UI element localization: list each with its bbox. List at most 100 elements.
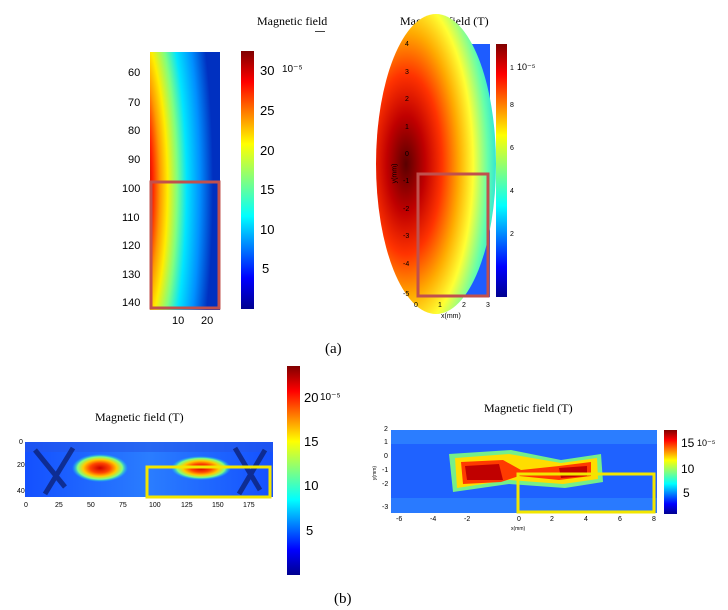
field-peak-right (559, 466, 587, 478)
colorbar-tick: 30 (260, 63, 275, 78)
colorbar-tick: 10 (260, 222, 275, 237)
colorbar-tick: 6 (510, 145, 514, 152)
colorbar-b-right-fill (664, 430, 677, 514)
y-tick: 120 (122, 240, 141, 252)
colorbar-a-left (241, 51, 254, 309)
colorbar-a-right-fill (496, 44, 507, 297)
colorbar-tick: 8 (510, 102, 514, 109)
x-tick: 25 (55, 502, 63, 509)
y-tick: 90 (128, 154, 141, 166)
caption-b: (b) (334, 591, 352, 607)
x-axis-label: x(mm) (511, 526, 526, 532)
panel-a-left-title: Magnetic field (257, 14, 328, 28)
colorbar-tick: 5 (683, 486, 690, 500)
y-tick: 40 (17, 488, 25, 495)
y-axis-label: y(mm) (391, 163, 399, 184)
y-tick: 100 (122, 183, 141, 195)
colorbar-tick: 15 (681, 436, 695, 450)
y-tick: 20 (17, 462, 25, 469)
colorbar-tick: 5 (306, 523, 314, 538)
x-tick: 20 (201, 315, 214, 327)
field-peak-left (465, 464, 503, 480)
y-tick: 80 (128, 125, 141, 137)
y-tick: 2 (384, 426, 388, 433)
y-tick: 1 (384, 439, 388, 446)
y-tick: -2 (382, 481, 389, 488)
caption-a: (a) (325, 341, 342, 357)
heatmap-b-right-band (391, 498, 657, 513)
x-tick: -2 (464, 516, 471, 523)
colorbar-tick: 10 (681, 462, 695, 476)
highlight-box-b-left (145, 465, 272, 499)
colorbar-b-right (664, 430, 677, 514)
x-tick: 50 (87, 502, 95, 509)
heatmap-b-right (391, 430, 657, 514)
x-axis-label: x(mm) (441, 313, 461, 320)
x-tick: 10 (172, 315, 185, 327)
colorbar-exponent: 10⁻⁵ (282, 64, 303, 75)
y-tick: 4 (405, 41, 409, 48)
colorbar-b-left (287, 366, 300, 575)
colorbar-tick: 20 (304, 390, 319, 405)
colorbar-b-left-fill (287, 366, 300, 575)
colorbar-a-left-fill (241, 51, 254, 309)
y-tick: 0 (19, 439, 23, 446)
y-tick: 0 (384, 453, 388, 460)
x-tick: 0 (24, 502, 28, 509)
x-tick: 1 (438, 302, 442, 309)
x-tick: 0 (517, 516, 521, 523)
x-tick: 150 (212, 502, 224, 509)
x-tick: 6 (618, 516, 622, 523)
colorbar-a-right (496, 44, 507, 297)
colorbar-tick: 20 (260, 143, 275, 158)
y-tick: 70 (128, 97, 141, 109)
highlight-box-a-right (416, 172, 490, 298)
heatmap-a-right-field (376, 14, 496, 314)
heatmap-b-left-lines (33, 446, 268, 496)
heatmap-b-left (25, 442, 273, 499)
y-tick: 0 (405, 151, 409, 158)
x-tick: 2 (550, 516, 554, 523)
colorbar-tick: 5 (262, 261, 270, 276)
y-tick: 3 (405, 69, 409, 76)
y-tick: -4 (403, 261, 410, 268)
x-tick: 8 (652, 516, 656, 523)
heatmap-b-left-band (25, 442, 273, 452)
y-tick: -3 (403, 233, 410, 240)
colorbar-exponent: 10⁻⁵ (517, 62, 536, 72)
colorbar-tick: 4 (510, 188, 514, 195)
colorbar-tick: 2 (510, 231, 514, 238)
y-tick: -5 (403, 291, 410, 298)
x-tick: 75 (119, 502, 127, 509)
x-tick: -6 (396, 516, 403, 523)
x-tick: -4 (430, 516, 437, 523)
y-tick: 140 (122, 297, 141, 309)
x-tick: 175 (243, 502, 255, 509)
colorbar-tick: 10 (304, 478, 319, 493)
heatmap-b-right-band (391, 430, 657, 444)
title-underline-mark (315, 31, 325, 32)
panel-b-right-title: Magnetic field (T) (484, 401, 573, 415)
y-axis-label: y(mm) (372, 465, 379, 481)
x-tick: 125 (181, 502, 193, 509)
y-tick: -2 (403, 206, 410, 213)
highlight-box-b-right (516, 472, 656, 514)
y-tick: -3 (382, 504, 389, 511)
x-tick: 0 (414, 302, 418, 309)
colorbar-exponent: 10⁻⁵ (320, 392, 341, 403)
y-tick: -1 (403, 178, 410, 185)
field-peak-left (72, 454, 128, 482)
colorbar-tick: 15 (260, 182, 275, 197)
colorbar-tick: 25 (260, 103, 275, 118)
colorbar-exponent: 10⁻⁵ (697, 438, 716, 448)
x-tick: 2 (462, 302, 466, 309)
y-tick: 60 (128, 67, 141, 79)
x-tick: 100 (149, 502, 161, 509)
y-tick: 1 (405, 124, 409, 131)
colorbar-tick: 1 (510, 65, 514, 72)
colorbar-tick: 15 (304, 434, 319, 449)
y-tick: 130 (122, 269, 141, 281)
y-tick: -1 (382, 467, 389, 474)
heatmap-a-left (149, 52, 221, 310)
y-tick: 2 (405, 96, 409, 103)
